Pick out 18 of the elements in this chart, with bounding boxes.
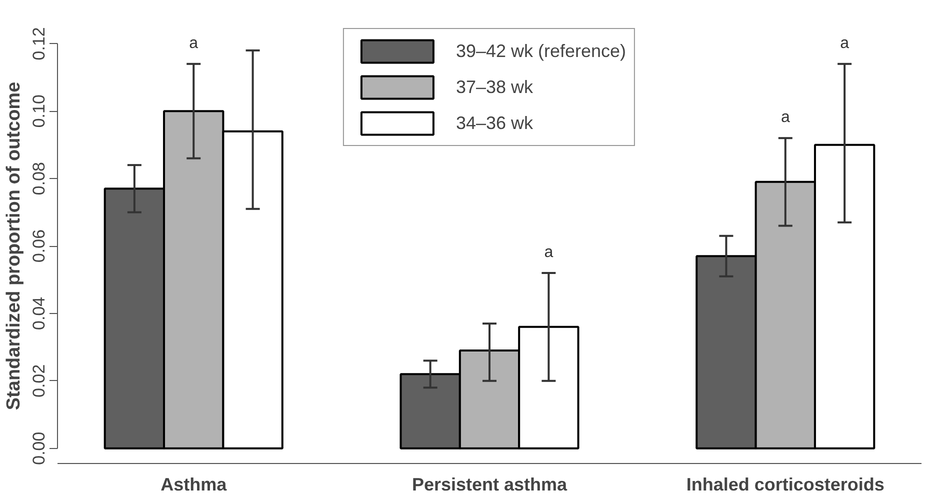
- annotation: a: [780, 109, 790, 126]
- legend-label: 37–38 wk: [456, 76, 534, 98]
- x-tick-label: Asthma: [160, 474, 228, 494]
- x-tick-label: Inhaled corticosteroids: [686, 474, 884, 494]
- y-tick-label: 0.00: [30, 432, 48, 465]
- legend-label: 39–42 wk (reference): [456, 40, 626, 62]
- y-axis-title: Standardized proportion of outcome: [4, 82, 24, 410]
- y-tick-label: 0.04: [30, 296, 48, 330]
- y-tick-label: 0.06: [30, 229, 48, 263]
- x-tick-label: Persistent asthma: [412, 474, 568, 494]
- y-tick-label: 0.12: [30, 27, 48, 60]
- y-tick-label: 0.10: [30, 94, 48, 128]
- annotation: a: [189, 34, 198, 52]
- annotation: a: [840, 34, 850, 52]
- y-tick-label: 0.02: [30, 364, 48, 398]
- y-tick-label: 0.08: [30, 162, 48, 196]
- legend-label: 34–36 wk: [456, 112, 534, 134]
- annotation: a: [544, 244, 554, 261]
